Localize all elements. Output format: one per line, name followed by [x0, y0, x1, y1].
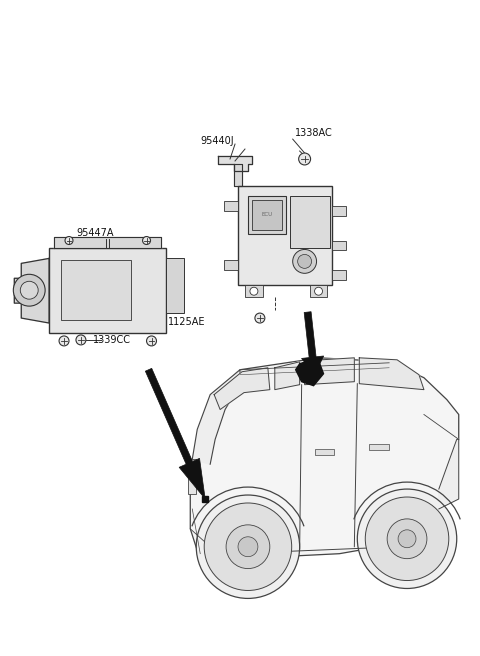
Circle shape	[387, 519, 427, 559]
Circle shape	[250, 287, 258, 295]
Bar	[248, 195, 286, 234]
Bar	[290, 195, 330, 249]
Circle shape	[293, 249, 316, 274]
Circle shape	[365, 497, 449, 581]
Text: 1339CC: 1339CC	[93, 335, 131, 345]
Bar	[310, 285, 327, 297]
Bar	[333, 270, 347, 280]
Bar	[369, 444, 389, 450]
Bar	[245, 285, 263, 297]
Polygon shape	[14, 258, 49, 323]
Circle shape	[20, 281, 38, 299]
Bar	[188, 459, 196, 494]
Polygon shape	[145, 369, 205, 499]
Text: ECU: ECU	[261, 212, 273, 217]
Circle shape	[59, 336, 69, 346]
Circle shape	[143, 237, 151, 245]
Polygon shape	[305, 358, 354, 384]
Circle shape	[226, 525, 270, 569]
Text: 1338AC: 1338AC	[295, 128, 333, 138]
Circle shape	[238, 537, 258, 557]
Polygon shape	[275, 362, 300, 390]
Text: 1125AE: 1125AE	[168, 317, 206, 327]
Circle shape	[398, 530, 416, 548]
Bar	[333, 206, 347, 216]
Polygon shape	[296, 358, 324, 386]
Circle shape	[65, 237, 73, 245]
Circle shape	[298, 255, 312, 268]
Polygon shape	[190, 358, 459, 557]
Polygon shape	[214, 368, 270, 409]
Polygon shape	[218, 156, 252, 171]
Bar	[252, 199, 282, 230]
Bar	[224, 260, 238, 270]
Polygon shape	[360, 358, 424, 390]
Circle shape	[146, 336, 156, 346]
Polygon shape	[192, 370, 240, 464]
Circle shape	[357, 489, 457, 588]
Circle shape	[204, 503, 292, 590]
Bar	[49, 249, 167, 333]
Bar	[224, 201, 238, 211]
Bar	[238, 186, 333, 285]
Text: 95447A: 95447A	[76, 228, 113, 237]
Text: 95440J: 95440J	[200, 136, 234, 146]
Polygon shape	[202, 496, 208, 502]
Circle shape	[196, 495, 300, 598]
Bar	[314, 449, 335, 455]
Circle shape	[299, 153, 311, 165]
Polygon shape	[301, 312, 324, 375]
Circle shape	[255, 313, 265, 323]
Polygon shape	[54, 237, 161, 249]
Circle shape	[76, 335, 86, 345]
Circle shape	[314, 287, 323, 295]
Circle shape	[13, 274, 45, 306]
Bar	[61, 260, 131, 320]
Bar	[333, 241, 347, 251]
Bar	[167, 258, 184, 313]
Polygon shape	[234, 164, 242, 186]
Polygon shape	[439, 440, 459, 509]
